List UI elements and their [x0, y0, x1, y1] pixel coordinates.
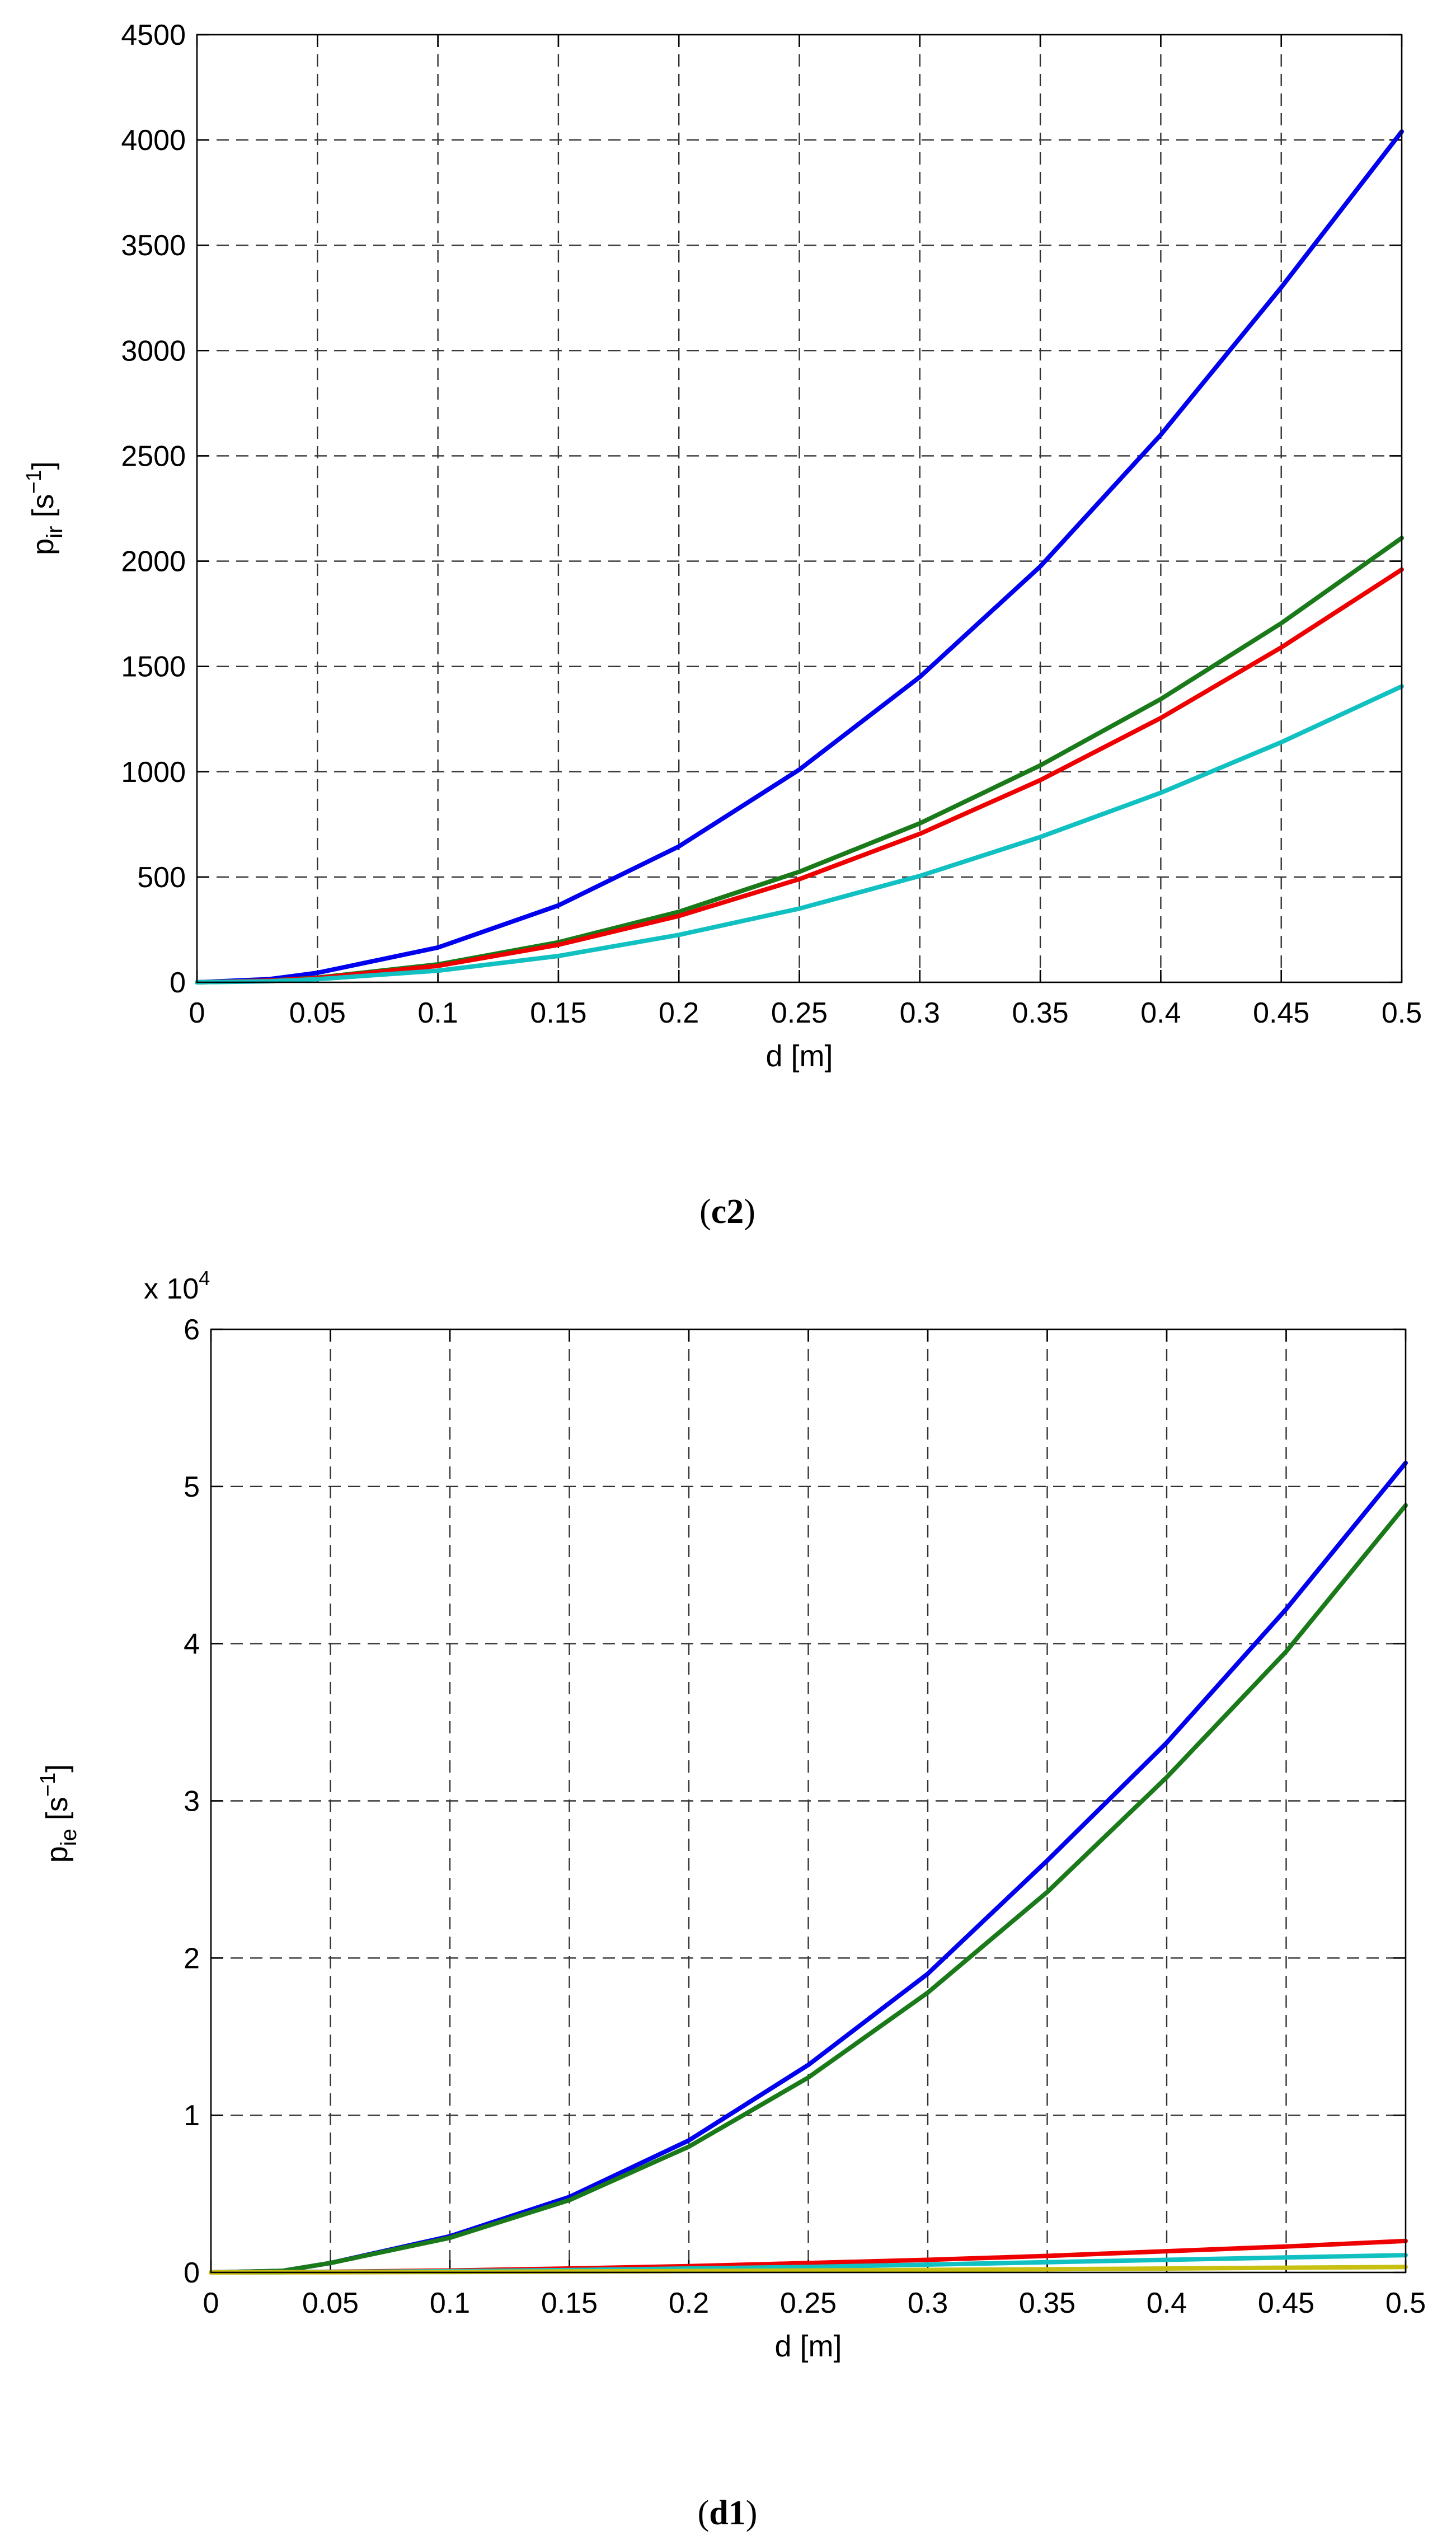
y-axis-label: pir [s−1] [22, 461, 67, 555]
y-label-sub: ir [43, 526, 67, 538]
chart-panel-2: 0 0.05 0.1 0.15 0.2 0.25 0.3 0.35 0.4 0.45 0.5 0 1 2 3… [36, 1267, 1426, 2532]
x-tick-label: 0.15 [530, 997, 586, 1029]
y-tick-label: 0 [170, 967, 186, 999]
y-tick-label: 1500 [121, 651, 186, 683]
y-multiplier: x 104 [144, 1267, 210, 1305]
x-tick-label: 0.3 [908, 2287, 948, 2319]
x-tick-label: 0.5 [1385, 2287, 1426, 2319]
series-line-4 [195, 684, 1404, 985]
y-tick-label: 5 [184, 1471, 200, 1503]
caption-open: ( [698, 2494, 710, 2532]
x-tick-label: 0.45 [1258, 2287, 1314, 2319]
x-tick-label: 0.25 [780, 2287, 837, 2319]
y-tick-label: 500 [137, 861, 186, 894]
x-tick-label: 0.05 [289, 997, 346, 1029]
caption-close: ) [746, 2494, 758, 2532]
y-label-unit-sup: −1 [36, 1773, 60, 1797]
x-tick-label: 0.5 [1382, 997, 1422, 1029]
x-tick-label: 0.1 [417, 997, 458, 1029]
series-line-2 [209, 1503, 1408, 2275]
y-tick-label: 4 [184, 1628, 200, 1661]
x-tick-label: 0.4 [1140, 997, 1181, 1029]
caption-id: c2 [711, 1193, 744, 1231]
y-tick-label: 3 [184, 1785, 200, 1818]
y-tick-label: 2000 [121, 546, 186, 578]
x-tick-label: 0.4 [1147, 2287, 1187, 2319]
caption-close: ) [744, 1193, 755, 1231]
plot-frame [196, 34, 1403, 983]
y-label-unit: [s [26, 494, 60, 526]
x-tick-label: 0.3 [900, 997, 940, 1029]
y-multiplier-base: x 10 [144, 1273, 199, 1305]
x-tick-label: 0.35 [1012, 997, 1068, 1029]
y-tick-label: 1000 [121, 756, 186, 789]
caption-open: ( [699, 1193, 711, 1231]
y-label-main: p [40, 1846, 74, 1863]
plot-frame [210, 1328, 1407, 2274]
caption-id: d1 [709, 2494, 745, 2532]
x-tick-label: 0.25 [771, 997, 828, 1029]
x-tick-label: 0.2 [659, 997, 699, 1029]
y-label-unit-close: ] [26, 461, 60, 470]
chart-panel-1: 0 0.05 0.1 0.15 0.2 0.25 0.3 0.35 0.4 0.45 0.5 0 500… [22, 19, 1422, 1231]
panel-caption: (d1) [698, 2494, 758, 2532]
y-label-unit-sup: −1 [22, 470, 46, 494]
x-tick-label: 0.1 [430, 2287, 470, 2319]
y-tick-label: 3500 [121, 229, 186, 262]
y-tick-label: 2500 [121, 440, 186, 472]
x-tick-label: 0 [203, 2287, 219, 2319]
x-tick-label: 0.35 [1019, 2287, 1075, 2319]
y-tick-label: 3000 [121, 335, 186, 367]
y-label-unit: [s [40, 1797, 74, 1829]
y-multiplier-exp: 4 [199, 1267, 210, 1290]
y-tick-label: 1 [184, 2099, 200, 2132]
y-label-main: p [26, 538, 60, 555]
x-axis-label: d [m] [774, 2330, 842, 2363]
panel-caption: (c2) [699, 1193, 755, 1231]
y-tick-label: 4000 [121, 124, 186, 157]
x-tick-label: 0.05 [302, 2287, 359, 2319]
x-tick-label: 0.45 [1253, 997, 1309, 1029]
y-tick-label: 0 [184, 2257, 200, 2289]
y-label-unit-close: ] [40, 1764, 74, 1773]
y-axis-label: pie [s−1] [36, 1764, 81, 1863]
series-line-1 [195, 129, 1404, 985]
y-tick-label: 4500 [121, 19, 186, 51]
x-axis-label: d [m] [765, 1039, 833, 1073]
x-tick-label: 0.2 [669, 2287, 709, 2319]
x-tick-label: 0 [189, 997, 205, 1029]
x-tick-label: 0.15 [541, 2287, 598, 2319]
y-tick-label: 2 [184, 1942, 200, 1975]
y-label-sub: ie [57, 1829, 81, 1846]
y-tick-label: 6 [184, 1314, 200, 1346]
